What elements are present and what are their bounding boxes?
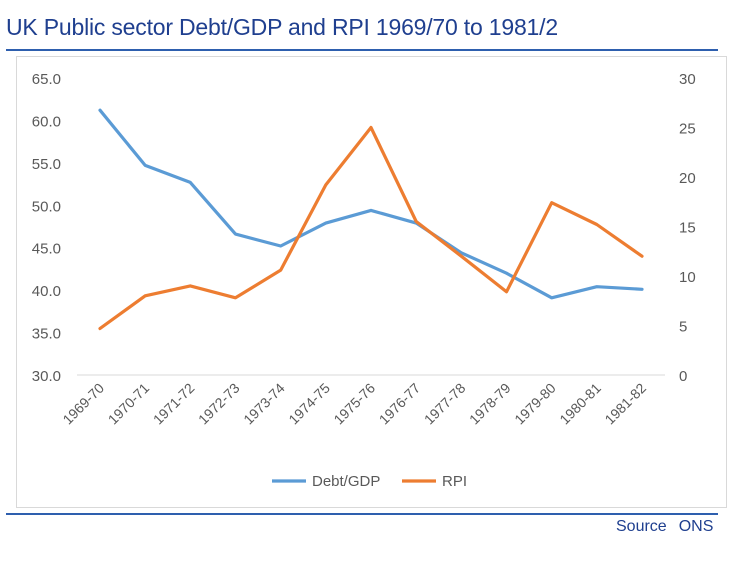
series-line-rpi [98, 125, 644, 331]
left-tick-label: 35.0 [32, 326, 61, 343]
right-tick-label: 5 [679, 319, 687, 336]
x-tick-label: 1977-78 [421, 380, 469, 428]
legend-label: RPI [442, 473, 467, 490]
x-tick-label: 1981-82 [601, 380, 649, 428]
x-tick-label: 1969-70 [59, 380, 107, 428]
x-tick-label: 1974-75 [285, 380, 333, 428]
source-value: ONS [678, 518, 714, 535]
left-tick-label: 55.0 [32, 156, 61, 173]
left-tick-label: 30.0 [32, 368, 61, 385]
chart-legend: Debt/GDP RPI [272, 473, 467, 490]
left-tick-label: 50.0 [32, 198, 61, 215]
right-tick-label: 20 [679, 170, 696, 187]
x-tick-label: 1976-77 [376, 380, 424, 428]
left-tick-label: 45.0 [32, 241, 61, 258]
source-label: Source [616, 518, 667, 535]
x-tick-label: 1979-80 [511, 380, 559, 428]
x-tick-label: 1975-76 [330, 380, 378, 428]
x-axis: 1969-701970-711971-721972-731973-741974-… [59, 374, 665, 428]
x-tick-label: 1973-74 [240, 380, 288, 428]
x-tick-label: 1978-79 [466, 380, 514, 428]
left-tick-label: 65.0 [32, 71, 61, 88]
x-tick-label: 1971-72 [150, 380, 198, 428]
series-line-debt-gdp [98, 108, 644, 300]
chart-area: 30.0 35.0 40.0 45.0 50.0 55.0 60.0 65.0 0 5 10 15 2… [16, 56, 727, 508]
left-tick-label: 40.0 [32, 283, 61, 300]
x-tick-label: 1972-73 [195, 380, 243, 428]
right-tick-label: 15 [679, 220, 696, 237]
source-note: Source ONS [616, 518, 713, 536]
footer-divider [6, 513, 718, 515]
series-lines [98, 108, 644, 331]
title-divider [6, 49, 718, 51]
x-tick-label: 1970-71 [105, 380, 153, 428]
right-tick-label: 25 [679, 121, 696, 138]
right-tick-label: 0 [679, 368, 687, 385]
line-chart: 30.0 35.0 40.0 45.0 50.0 55.0 60.0 65.0 0 5 10 15 2… [32, 71, 696, 490]
right-tick-label: 30 [679, 71, 696, 88]
right-axis: 0 5 10 15 20 25 30 [679, 71, 696, 385]
x-tick-label: 1980-81 [556, 380, 604, 428]
page-title: UK Public sector Debt/GDP and RPI 1969/7… [6, 14, 558, 40]
left-axis: 30.0 35.0 40.0 45.0 50.0 55.0 60.0 65.0 [32, 71, 61, 385]
right-tick-label: 10 [679, 269, 696, 286]
legend-label: Debt/GDP [312, 473, 380, 490]
left-tick-label: 60.0 [32, 113, 61, 130]
